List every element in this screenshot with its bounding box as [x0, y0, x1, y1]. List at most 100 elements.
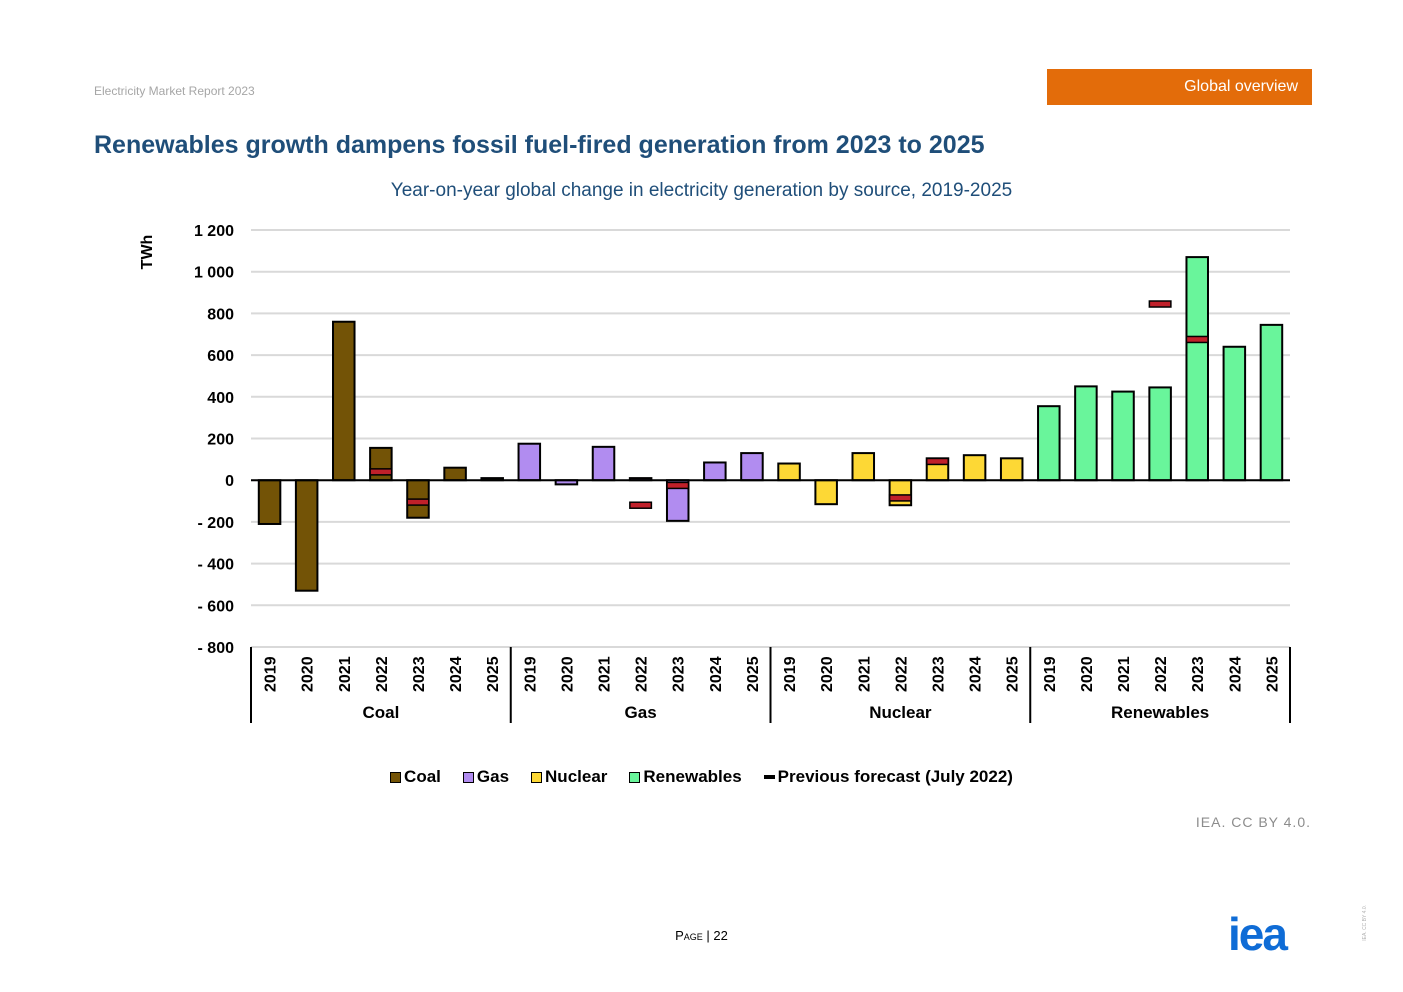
- legend-label-nuclear: Nuclear: [545, 767, 608, 786]
- license-credit: IEA. CC BY 4.0.: [1195, 814, 1311, 830]
- chart-legend: Coal Gas Nuclear Renewables Previous for…: [0, 767, 1403, 787]
- x-tick-label: 2022: [893, 656, 910, 692]
- previous-forecast-marker: [406, 498, 430, 506]
- x-tick-label: 2020: [559, 656, 576, 692]
- x-tick-label: 2025: [485, 656, 502, 692]
- x-tick-label: 2022: [1153, 656, 1170, 692]
- x-tick-label: 2021: [856, 656, 873, 692]
- x-tick-label: 2021: [1116, 656, 1133, 692]
- bar: [740, 452, 764, 482]
- x-tick-label: 2024: [968, 656, 985, 692]
- iea-logo-text: iea: [1228, 912, 1288, 954]
- previous-forecast-marker: [888, 494, 912, 502]
- x-tick-label: 2023: [411, 656, 428, 692]
- bar: [443, 466, 467, 482]
- y-tick-label: 1 200: [194, 223, 234, 240]
- page-number: Page | 22: [0, 928, 1403, 943]
- bar: [1037, 405, 1061, 482]
- x-tick-label: 2025: [1005, 656, 1022, 692]
- category-label: Coal: [362, 703, 399, 722]
- x-tick-label: 2019: [782, 656, 799, 692]
- category-label: Nuclear: [869, 703, 932, 722]
- previous-forecast-marker: [1148, 300, 1172, 308]
- y-tick-label: - 800: [198, 640, 235, 657]
- previous-forecast-marker: [925, 457, 949, 466]
- bar: [999, 457, 1024, 482]
- category-label: Renewables: [1111, 703, 1209, 722]
- x-tick-label: 2019: [1042, 656, 1059, 692]
- y-tick-label: 400: [207, 390, 234, 407]
- page-label: Page: [675, 928, 703, 943]
- x-tick-label: 2020: [300, 656, 317, 692]
- y-tick-label: 600: [207, 348, 234, 365]
- bar: [962, 454, 987, 482]
- previous-forecast-marker: [629, 501, 653, 509]
- bar: [1111, 390, 1135, 482]
- legend-label-gas: Gas: [476, 767, 510, 786]
- legend-swatch-gas: [462, 771, 474, 783]
- bar: [1259, 323, 1284, 482]
- x-tick-label: 2021: [337, 656, 354, 692]
- vertical-credit: IEA. CC BY 4.0.: [1362, 905, 1368, 941]
- category-label: Gas: [625, 703, 657, 722]
- x-tick-label: 2025: [745, 656, 762, 692]
- legend-item-nuclear: Nuclear: [531, 767, 607, 787]
- x-tick-label: 2019: [522, 656, 539, 692]
- bar: [517, 442, 542, 482]
- x-tick-label: 2020: [819, 656, 836, 692]
- bar: [591, 445, 616, 482]
- y-tick-label: 200: [207, 432, 234, 449]
- bar: [1148, 386, 1172, 482]
- legend-item-gas: Gas: [462, 767, 510, 787]
- bar: [332, 320, 356, 482]
- bar: [1074, 385, 1098, 482]
- page-number-value: 22: [713, 928, 728, 943]
- legend-item-previous-forecast: Previous forecast (July 2022): [763, 767, 1013, 787]
- iea-logo[interactable]: iea: [1228, 912, 1310, 954]
- x-tick-label: 2022: [374, 656, 391, 692]
- x-tick-label: 2023: [1190, 656, 1207, 692]
- x-tick-label: 2024: [448, 656, 465, 692]
- bar: [814, 479, 838, 506]
- bar: [294, 479, 319, 592]
- legend-item-renewables: Renewables: [629, 767, 742, 787]
- y-tick-label: 0: [225, 473, 234, 490]
- x-tick-label: 2025: [1264, 656, 1281, 692]
- previous-forecast-marker: [666, 481, 690, 490]
- y-tick-label: 800: [207, 306, 234, 323]
- y-axis-label: TWh: [139, 235, 156, 270]
- y-tick-label: - 600: [198, 598, 235, 615]
- legend-item-coal: Coal: [390, 767, 441, 787]
- x-tick-label: 2019: [263, 656, 280, 692]
- legend-label-coal: Coal: [404, 767, 441, 786]
- legend-swatch-coal: [390, 771, 402, 783]
- bar: [1222, 345, 1247, 482]
- legend-swatch-nuclear: [531, 771, 543, 783]
- x-tick-label: 2023: [930, 656, 947, 692]
- bar: [1185, 256, 1209, 482]
- previous-forecast-marker: [1185, 335, 1209, 344]
- x-tick-label: 2022: [634, 656, 651, 692]
- y-tick-label: - 200: [198, 515, 235, 532]
- bar: [703, 461, 727, 482]
- x-tick-label: 2024: [1227, 656, 1244, 692]
- x-tick-label: 2021: [597, 656, 614, 692]
- x-tick-label: 2023: [671, 656, 688, 692]
- bar: [777, 462, 801, 482]
- y-tick-label: 1 000: [194, 265, 234, 282]
- page-title: Renewables growth dampens fossil fuel-fi…: [94, 131, 985, 159]
- legend-swatch-renewables: [629, 771, 641, 783]
- chart-title: Year-on-year global change in electricit…: [390, 180, 1013, 201]
- bar: [851, 452, 876, 482]
- bar: [257, 479, 282, 525]
- report-name: Electricity Market Report 2023: [94, 84, 255, 98]
- legend-swatch-previous-forecast: [763, 775, 775, 779]
- x-tick-label: 2024: [708, 656, 725, 692]
- x-tick-label: 2020: [1079, 656, 1096, 692]
- y-tick-label: - 400: [198, 557, 235, 574]
- legend-label-renewables: Renewables: [643, 767, 742, 786]
- page-separator: |: [706, 928, 710, 943]
- section-tab[interactable]: Global overview: [1047, 69, 1312, 105]
- legend-label-previous-forecast: Previous forecast (July 2022): [777, 767, 1013, 786]
